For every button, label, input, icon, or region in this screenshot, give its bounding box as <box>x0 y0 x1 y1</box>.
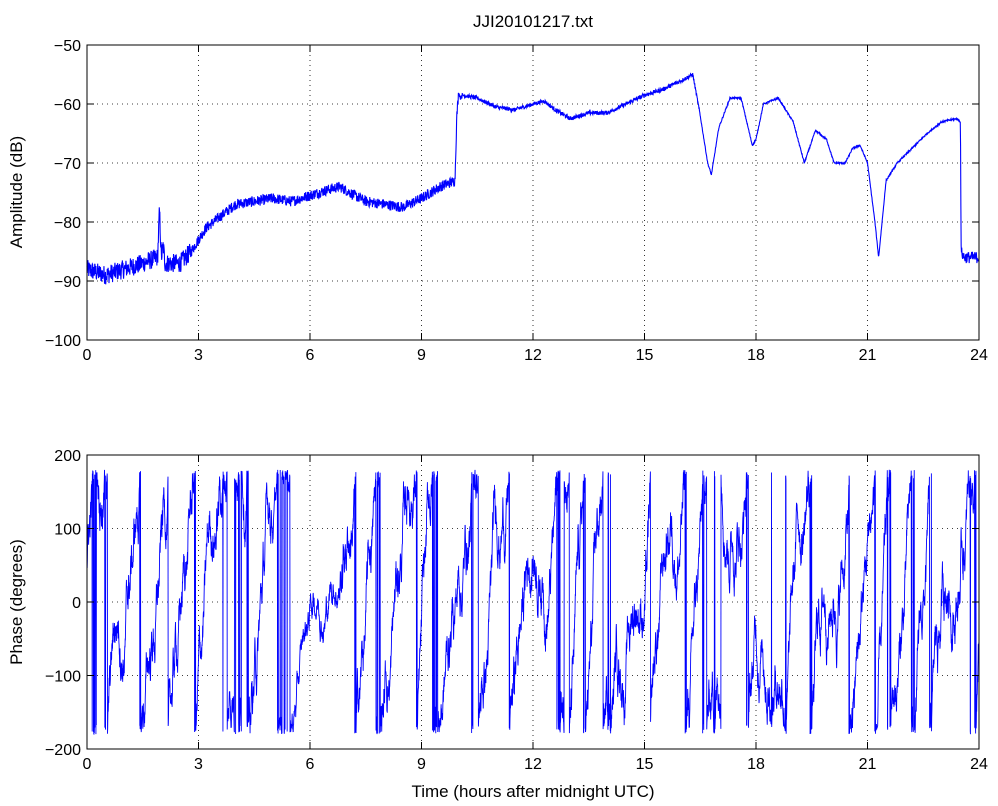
phase-ticks: 0 3 6 9 12 15 18 21 24 −200 −100 0 100 200 <box>45 448 988 773</box>
amplitude-ytick-label: −50 <box>54 38 81 55</box>
phase-xtick-label: 0 <box>83 756 92 773</box>
phase-ytick-label: −200 <box>45 742 81 759</box>
chart-title: JJI20101217.txt <box>473 12 593 31</box>
amplitude-xtick-label: 9 <box>417 347 426 364</box>
amplitude-ytick-label: −90 <box>54 274 81 291</box>
amplitude-ylabel: Amplitude (dB) <box>7 136 26 248</box>
phase-ytick-label: 200 <box>54 448 81 465</box>
amplitude-series <box>86 72 980 285</box>
phase-xtick-label: 18 <box>747 756 765 773</box>
phase-axes: 0 3 6 9 12 15 18 21 24 −200 −100 0 100 200 Time (hour… <box>7 448 988 801</box>
amplitude-xtick-label: 18 <box>747 347 765 364</box>
amplitude-line <box>86 72 980 285</box>
phase-xtick-label: 15 <box>636 756 654 773</box>
amplitude-xtick-label: 6 <box>306 347 315 364</box>
amplitude-ytick-label: −100 <box>45 333 81 350</box>
phase-xlabel: Time (hours after midnight UTC) <box>411 782 654 801</box>
phase-ylabel: Phase (degrees) <box>7 539 26 665</box>
phase-xtick-label: 12 <box>524 756 542 773</box>
phase-grid <box>87 455 979 749</box>
phase-xtick-label: 9 <box>417 756 426 773</box>
phase-xtick-label: 6 <box>306 756 315 773</box>
amplitude-ticks: 0 3 6 9 12 15 18 21 24 −100 −90 −80 −70 −60 −50 <box>45 38 988 364</box>
phase-ytick-label: −100 <box>45 669 81 686</box>
amplitude-xtick-label: 3 <box>194 347 203 364</box>
phase-ytick-label: 0 <box>72 595 81 612</box>
amplitude-xtick-label: 21 <box>859 347 877 364</box>
phase-xtick-label: 3 <box>194 756 203 773</box>
amplitude-xtick-label: 15 <box>636 347 654 364</box>
amplitude-ytick-label: −60 <box>54 97 81 114</box>
phase-series <box>86 469 980 735</box>
amplitude-ytick-label: −80 <box>54 215 81 232</box>
amplitude-xtick-label: 12 <box>524 347 542 364</box>
phase-xtick-label: 24 <box>970 756 988 773</box>
amplitude-xtick-label: 0 <box>83 347 92 364</box>
phase-line <box>86 469 980 735</box>
amplitude-axes: 0 3 6 9 12 15 18 21 24 −100 −90 −80 −70 −60 −50 JJI201… <box>7 12 988 364</box>
phase-ytick-label: 100 <box>54 522 81 539</box>
amplitude-ytick-label: −70 <box>54 156 81 173</box>
amplitude-xtick-label: 24 <box>970 347 988 364</box>
phase-xtick-label: 21 <box>859 756 877 773</box>
